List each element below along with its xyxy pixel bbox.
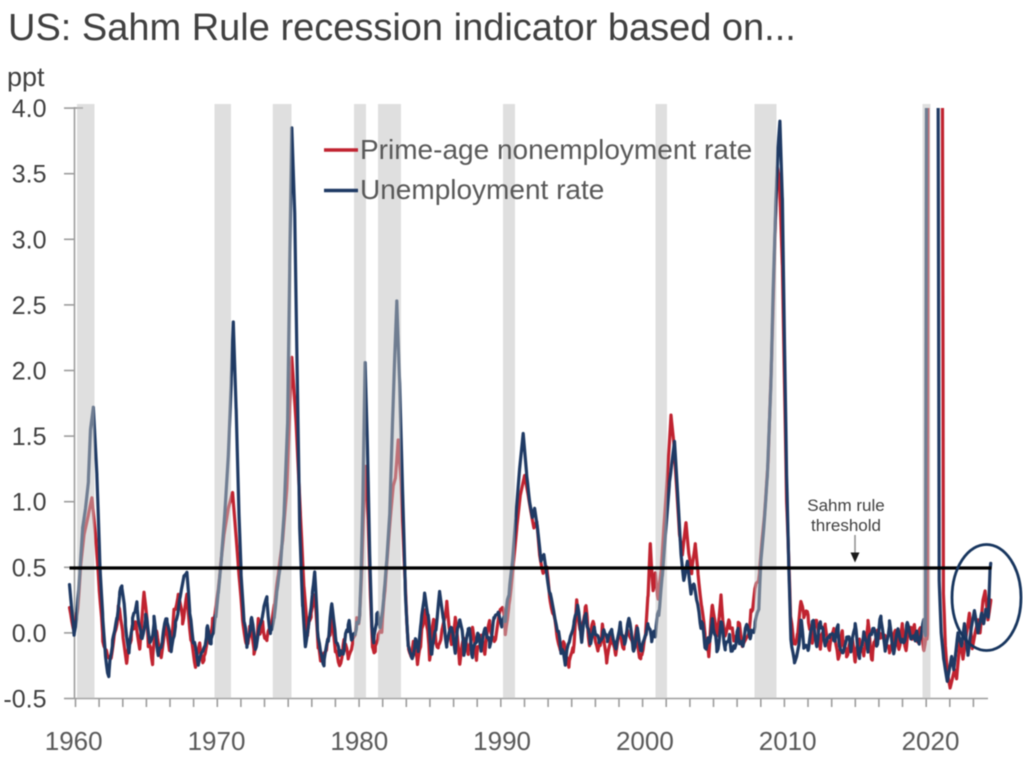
svg-text:2.5: 2.5 [12,292,47,320]
svg-text:1970: 1970 [188,726,246,756]
svg-text:threshold: threshold [811,516,881,535]
svg-text:3.0: 3.0 [12,226,47,254]
svg-text:4.0: 4.0 [12,95,47,123]
svg-text:1990: 1990 [473,726,531,756]
svg-text:ppt: ppt [7,62,45,92]
svg-text:1980: 1980 [330,726,388,756]
svg-text:2010: 2010 [759,726,817,756]
svg-text:-0.5: -0.5 [3,686,46,714]
svg-text:2000: 2000 [616,726,674,756]
svg-text:1.5: 1.5 [12,423,47,451]
svg-text:2020: 2020 [902,726,960,756]
svg-text:1.0: 1.0 [12,489,47,517]
svg-text:1960: 1960 [45,726,103,756]
svg-text:US: Sahm Rule recession indica: US: Sahm Rule recession indicator based … [8,7,796,49]
svg-text:Unemployment rate: Unemployment rate [360,174,604,205]
svg-text:0.5: 0.5 [12,554,47,582]
svg-text:Sahm rule: Sahm rule [807,496,884,515]
svg-text:3.5: 3.5 [12,161,47,189]
svg-text:Prime-age nonemployment rate: Prime-age nonemployment rate [360,134,752,165]
svg-text:0.0: 0.0 [12,620,47,648]
svg-text:2.0: 2.0 [12,358,47,386]
